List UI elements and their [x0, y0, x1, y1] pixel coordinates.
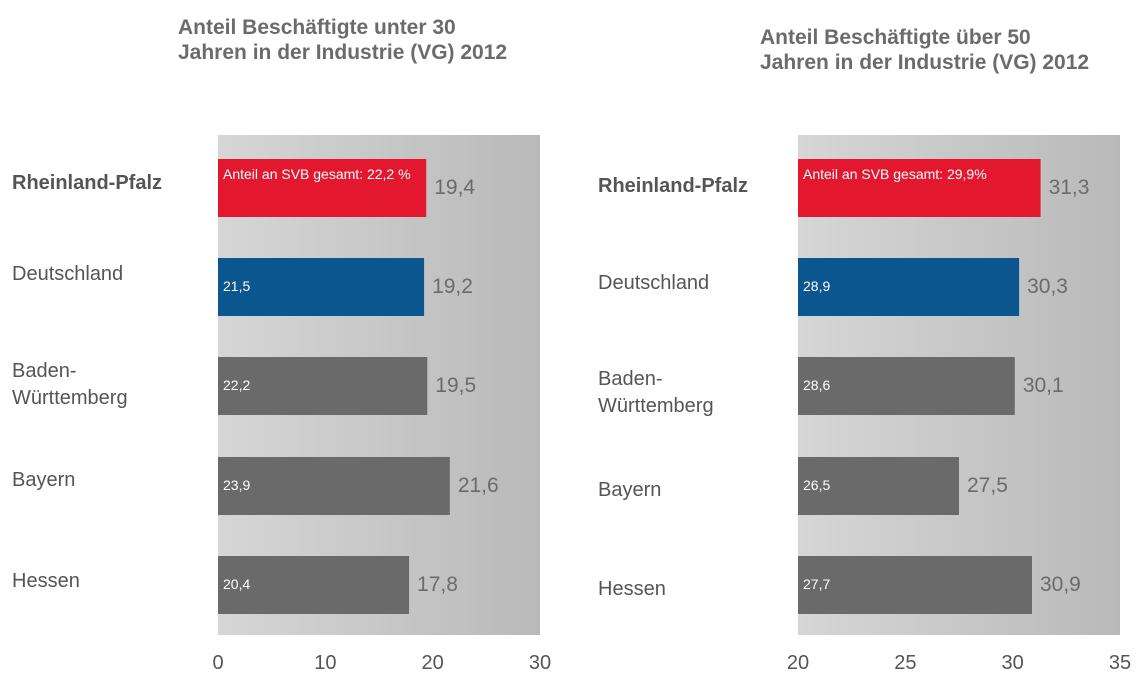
value-label: 31,3	[1048, 176, 1090, 199]
bar	[798, 258, 1020, 316]
value-label: 30,9	[1039, 573, 1081, 596]
x-tick-label: 0	[212, 652, 224, 674]
x-tick-label: 20	[786, 652, 810, 674]
x-tick-label: 20	[421, 652, 444, 674]
bar-inner-label: 23,9	[223, 477, 251, 493]
category-label: Deutschland	[598, 272, 710, 294]
x-tick-label: 30	[1001, 652, 1024, 674]
category-label: Hessen	[598, 578, 666, 600]
category-label: Rheinland-Pfalz	[12, 172, 163, 194]
x-tick-label: 25	[894, 652, 917, 674]
bar-inner-label: 20,4	[223, 576, 251, 592]
value-label: 27,5	[967, 474, 1008, 497]
bar-inner-label: 27,7	[803, 576, 831, 592]
bar-inner-label: 28,6	[803, 377, 831, 393]
bar	[218, 258, 425, 316]
chart-title: Anteil Beschäftigte über 50 Jahren in de…	[760, 26, 1090, 74]
value-label: 19,5	[435, 374, 477, 397]
bar-inner-label: 26,5	[803, 477, 831, 493]
x-tick-label: 30	[528, 652, 552, 674]
bar	[218, 357, 428, 415]
x-tick-label: 10	[314, 652, 337, 674]
category-label: Rheinland-Pfalz	[598, 175, 749, 197]
value-label: 21,6	[457, 474, 499, 497]
value-label: 30,1	[1022, 374, 1064, 397]
category-label: Baden-Württemberg	[598, 368, 714, 417]
category-label: Baden-Württemberg	[12, 360, 128, 409]
bar	[798, 159, 1041, 217]
bar-inner-label: Anteil an SVB gesamt: 22,2 %	[223, 166, 411, 182]
value-label: 19,2	[432, 275, 473, 298]
bar	[218, 457, 450, 515]
bar	[798, 556, 1032, 614]
bar	[218, 159, 427, 217]
chart-title: Anteil Beschäftigte unter 30 Jahren in d…	[178, 16, 508, 64]
bar-inner-label: Anteil an SVB gesamt: 29,9%	[803, 166, 987, 182]
bar	[798, 457, 959, 515]
bar	[798, 357, 1015, 415]
category-label: Deutschland	[12, 263, 124, 285]
bar-inner-label: 21,5	[223, 278, 251, 294]
value-label: 30,3	[1027, 275, 1068, 298]
value-label: 17,8	[417, 573, 458, 596]
value-label: 19,4	[434, 176, 476, 199]
bar-inner-label: 28,9	[803, 278, 831, 294]
bar	[218, 556, 410, 614]
category-label: Bayern	[12, 469, 76, 491]
category-label: Hessen	[12, 570, 80, 592]
bar-inner-label: 22,2	[223, 377, 251, 393]
x-tick-label: 35	[1108, 652, 1132, 674]
category-label: Bayern	[598, 479, 662, 501]
